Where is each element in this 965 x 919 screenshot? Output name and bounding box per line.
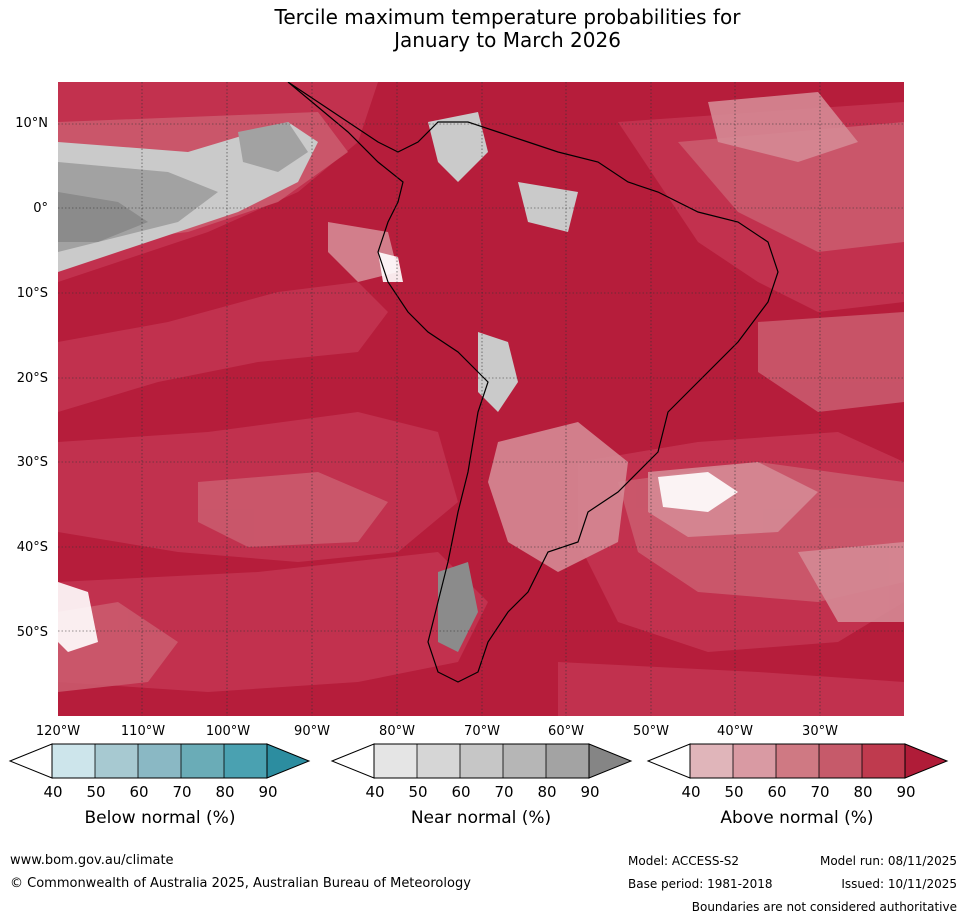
latitude-label: 0° — [33, 201, 48, 216]
colorbar-tick: 70 — [172, 783, 192, 801]
longitude-label: 40°W — [717, 724, 753, 739]
south-america-coastline — [287, 82, 779, 683]
issued-text: Issued: 10/11/2025 — [841, 877, 957, 891]
longitude-label: 30°W — [802, 724, 838, 739]
copyright-text: © Commonwealth of Australia 2025, Austra… — [10, 876, 471, 891]
latitude-label: 20°S — [16, 371, 48, 386]
colorbar-tick: 90 — [258, 783, 278, 801]
colorbar-cell — [862, 744, 905, 778]
colorbar-cell — [181, 744, 224, 778]
map-title-line-1: Tercile maximum temperature probabilitie… — [274, 5, 741, 29]
base-period-text: Base period: 1981-2018 — [628, 877, 773, 891]
model-run-text: Model run: 08/11/2025 — [819, 854, 957, 868]
latitude-label: 40°S — [16, 540, 48, 555]
colorbar-cell — [138, 744, 181, 778]
colorbar-tick: 80 — [853, 783, 873, 801]
colorbar-cell — [776, 744, 819, 778]
colorbar-under-triangle — [646, 743, 691, 779]
probability-map — [58, 82, 904, 716]
model-text: Model: ACCESS-S2 — [628, 854, 740, 868]
white-40-band — [58, 252, 738, 652]
colorbar-tick: 80 — [537, 783, 557, 801]
colorbar-tick: 50 — [86, 783, 106, 801]
longitude-label: 110°W — [120, 724, 166, 739]
colorbar-tick: 70 — [494, 783, 514, 801]
longitude-label: 80°W — [379, 724, 415, 739]
colorbar-tick: 60 — [451, 783, 471, 801]
longitude-label: 90°W — [294, 724, 330, 739]
latitude-label: 10°N — [15, 116, 48, 131]
colorbar-tick: 40 — [681, 783, 701, 801]
near-normal-label: Near normal (%) — [410, 808, 552, 828]
colorbar-cell — [224, 744, 267, 778]
colorbar-cell — [374, 744, 417, 778]
colorbar-tick: 60 — [129, 783, 149, 801]
colorbar-cell — [460, 744, 503, 778]
above-normal-colorbar — [646, 743, 949, 779]
disclaimer-text: Boundaries are not considered authoritat… — [691, 900, 957, 914]
colorbar-over-triangle — [266, 743, 311, 779]
latitude-label: 10°S — [16, 286, 48, 301]
colorbar-under-triangle — [330, 743, 375, 779]
latitude-label: 50°S — [16, 625, 48, 640]
colorbar-tick: 50 — [408, 783, 428, 801]
colorbar-cell — [546, 744, 589, 778]
website-link[interactable]: www.bom.gov.au/climate — [10, 853, 174, 868]
longitude-label: 50°W — [633, 724, 669, 739]
above-normal-label: Above normal (%) — [720, 808, 874, 828]
colorbar-tick: 80 — [215, 783, 235, 801]
below-normal-label: Below normal (%) — [84, 808, 236, 828]
colorbar-cell — [819, 744, 862, 778]
colorbar-tick: 40 — [365, 783, 385, 801]
colorbar-under-triangle — [8, 743, 53, 779]
colorbar-tick: 90 — [896, 783, 916, 801]
colorbar-tick: 60 — [767, 783, 787, 801]
below-normal-colorbar — [8, 743, 311, 779]
colorbar-over-triangle — [588, 743, 633, 779]
colorbar-tick: 40 — [43, 783, 63, 801]
colorbar-cell — [52, 744, 95, 778]
colorbar-cell — [95, 744, 138, 778]
latitude-label: 30°S — [16, 455, 48, 470]
near-normal-90-band — [58, 192, 478, 652]
longitude-label: 100°W — [205, 724, 251, 739]
graticule — [58, 82, 904, 716]
colorbar-cell — [690, 744, 733, 778]
colorbar-cell — [733, 744, 776, 778]
longitude-label: 60°W — [548, 724, 584, 739]
map-title-line-2: January to March 2026 — [394, 28, 621, 52]
colorbar-over-triangle — [904, 743, 949, 779]
colorbar-cell — [503, 744, 546, 778]
colorbar-tick: 70 — [810, 783, 830, 801]
colorbar-tick: 50 — [724, 783, 744, 801]
colorbar-cell — [417, 744, 460, 778]
colorbar-tick: 90 — [580, 783, 600, 801]
longitude-label: 70°W — [464, 724, 500, 739]
longitude-label: 120°W — [35, 724, 81, 739]
near-normal-colorbar — [330, 743, 633, 779]
